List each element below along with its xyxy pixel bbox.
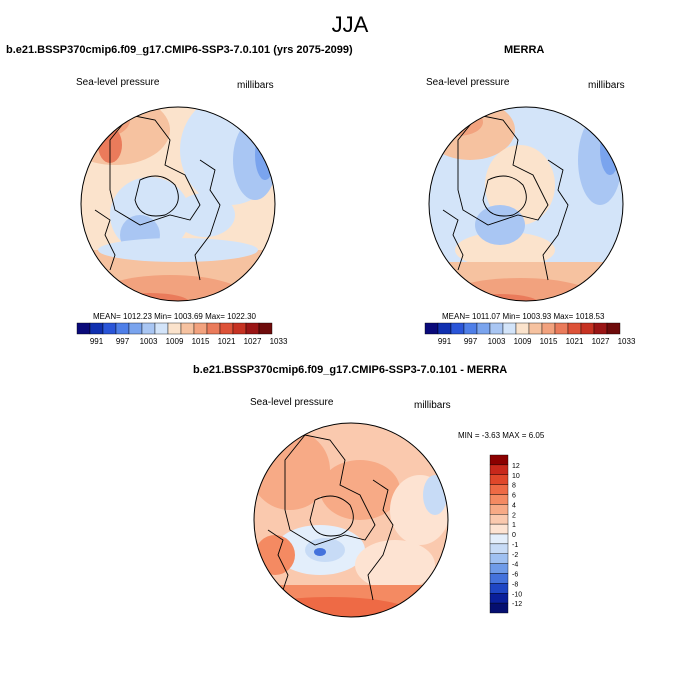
diff-map [253,422,449,618]
model-colorbar: 991 997 1003 1009 1015 1021 1027 1033 [76,322,288,346]
colorbar-swatch [102,322,117,335]
colorbar-tick-label: 4 [512,502,516,509]
colorbar-swatch [567,322,582,335]
colorbar-swatch [193,322,208,335]
colorbar-tick-label: 997 [116,337,130,346]
colorbar-swatch [489,533,509,545]
colorbar-swatch [541,322,556,335]
colorbar-tick-label: 6 [512,493,516,500]
colorbar-swatch [489,602,509,614]
model-units-label: millibars [237,80,274,91]
colorbar-swatch [141,322,156,335]
colorbar-swatch [463,322,478,335]
colorbar-tick-label: 1027 [592,337,610,346]
obs-map [428,106,624,302]
colorbar-tick-label: 997 [464,337,478,346]
colorbar-tick-label: 991 [90,337,104,346]
colorbar-swatch [554,322,569,335]
colorbar-tick-label: 1009 [166,337,184,346]
colorbar-swatch [232,322,247,335]
colorbar-tick-label: 1015 [192,337,210,346]
colorbar-swatch [593,322,608,335]
colorbar-swatch [489,484,509,495]
colorbar-tick-label: -4 [512,562,518,569]
colorbar-swatch [489,322,504,335]
colorbar-tick-label: -10 [512,591,522,598]
colorbar-tick-label: -2 [512,552,518,559]
colorbar-swatch [437,322,452,335]
colorbar-swatch [528,322,543,335]
model-stats: MEAN= 1012.23 Min= 1003.69 Max= 1022.30 [93,312,256,321]
colorbar-tick-label: -12 [512,601,522,608]
colorbar-tick-label: 1009 [514,337,532,346]
colorbar-swatch [206,322,221,335]
colorbar-tick-label: -6 [512,572,518,579]
colorbar-swatch [489,563,509,574]
diff-variable-label: Sea-level pressure [250,397,334,408]
colorbar-tick-label: 8 [512,483,516,490]
colorbar-swatch [115,322,130,335]
colorbar-swatch [450,322,465,335]
colorbar-swatch [502,322,517,335]
colorbar-tick-label: 1015 [540,337,558,346]
colorbar-tick-label: -8 [512,581,518,588]
colorbar-tick-label: 0 [512,532,516,539]
colorbar-swatch [489,523,509,535]
colorbar-swatch [76,322,91,335]
diff-units-label: millibars [414,400,451,411]
colorbar-tick-label: 2 [512,512,516,519]
colorbar-swatch [489,474,509,485]
colorbar-tick-label: 1021 [218,337,236,346]
colorbar-swatch [424,322,439,335]
colorbar-swatch [167,322,182,335]
colorbar-swatch [606,322,621,335]
diff-stats: MIN = -3.63 MAX = 6.05 [458,431,545,440]
obs-stats: MEAN= 1011.07 Min= 1003.93 Max= 1018.53 [442,312,605,321]
colorbar-tick-label: 1003 [488,337,506,346]
colorbar-swatch [580,322,595,335]
model-variable-label: Sea-level pressure [76,77,160,88]
colorbar-swatch [258,322,273,335]
colorbar-swatch [219,322,234,335]
colorbar-swatch [489,494,509,505]
colorbar-swatch [89,322,104,335]
colorbar-tick-label: 1003 [140,337,158,346]
colorbar-tick-label: 10 [512,473,520,480]
colorbar-tick-label: 1021 [566,337,584,346]
colorbar-tick-label: 1027 [244,337,262,346]
diff-panel-title: b.e21.BSSP370cmip6.f09_g17.CMIP6-SSP3-7.… [193,364,508,376]
colorbar-tick-label: 1033 [270,337,288,346]
colorbar-swatch [489,464,509,475]
colorbar-swatch [476,322,491,335]
main-title: JJA [331,12,369,37]
colorbar-swatch [515,322,530,335]
colorbar-swatch [489,573,509,584]
colorbar-tick-label: 12 [512,463,520,470]
colorbar-tick-label: -1 [512,542,518,549]
colorbar-swatch [489,454,509,466]
colorbar-swatch [489,543,509,554]
colorbar-swatch [489,553,509,564]
model-map [80,106,276,302]
obs-panel-title: MERRA [504,44,545,56]
model-panel-title: b.e21.BSSP370cmip6.f09_g17.CMIP6-SSP3-7.… [6,44,353,56]
colorbar-tick-label: 991 [438,337,452,346]
colorbar-swatch [180,322,195,335]
obs-colorbar: 991 997 1003 1009 1015 1021 1027 1033 [424,322,636,346]
colorbar-swatch [489,583,509,594]
colorbar-swatch [128,322,143,335]
colorbar-swatch [154,322,169,335]
colorbar-swatch [245,322,260,335]
colorbar-tick-label: 1 [512,522,516,529]
obs-units-label: millibars [588,80,625,91]
colorbar-swatch [489,593,509,604]
obs-variable-label: Sea-level pressure [426,77,510,88]
colorbar-tick-label: 1033 [618,337,636,346]
colorbar-swatch [489,504,509,515]
colorbar-swatch [489,514,509,525]
